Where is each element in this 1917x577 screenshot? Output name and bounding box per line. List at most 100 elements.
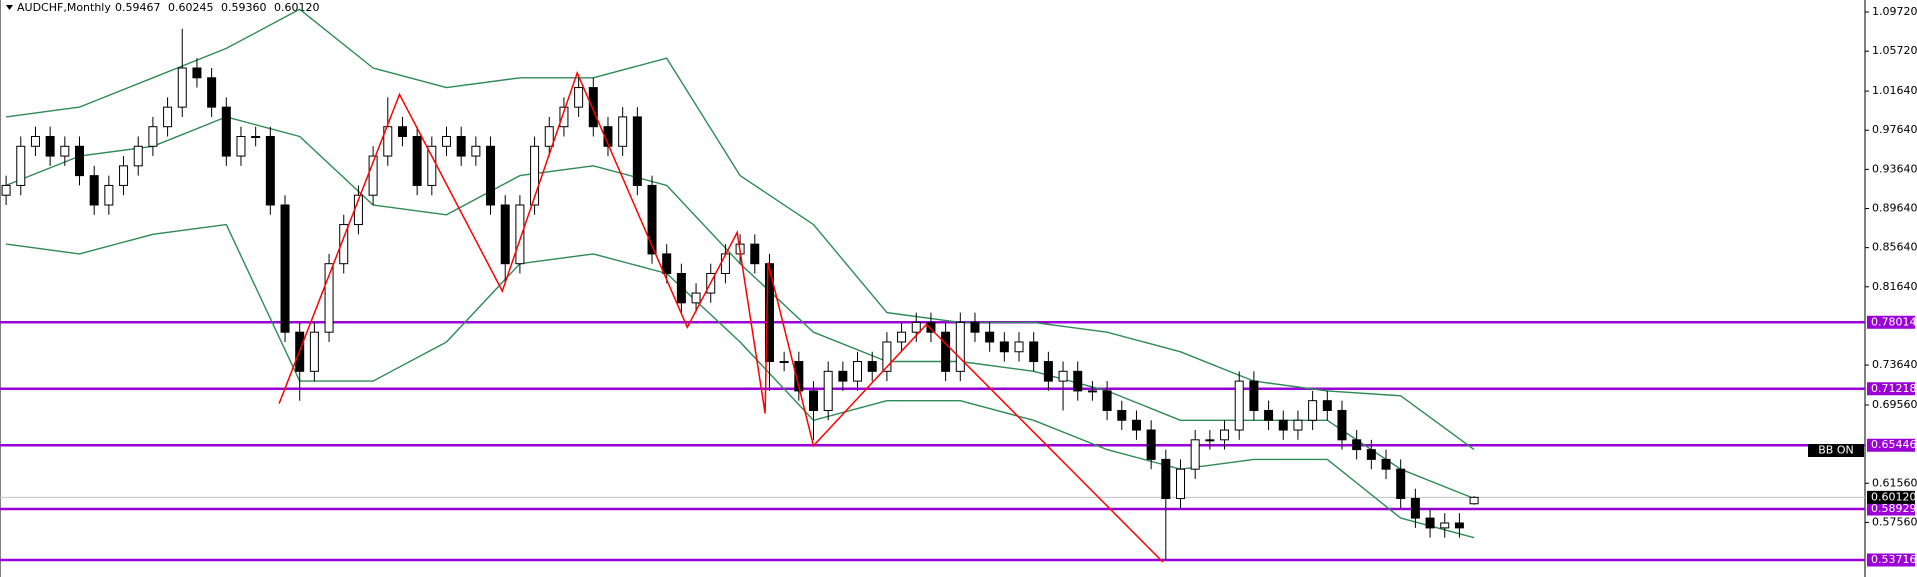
level-label-bg: [1867, 438, 1915, 452]
candle-body: [588, 87, 598, 128]
candle-body: [486, 145, 496, 206]
candle-body: [1029, 341, 1039, 363]
quote-value: 0.59467: [115, 1, 161, 14]
candle-body: [265, 135, 275, 206]
candle-body: [926, 321, 936, 333]
y-tick-label: 0.81640: [1872, 280, 1917, 293]
candle-body: [794, 361, 804, 392]
candle-body: [1, 184, 11, 196]
candle-body: [515, 204, 525, 265]
candle-body: [442, 135, 451, 147]
candle-body: [192, 67, 202, 79]
y-tick-label: 0.73640: [1872, 358, 1917, 371]
candle-body: [911, 321, 921, 333]
candle-body: [397, 126, 407, 137]
candle-body: [1117, 409, 1127, 421]
candle-body: [1293, 419, 1303, 431]
candle-body: [1337, 409, 1347, 441]
candle-body: [1366, 449, 1376, 460]
y-tick-label: 0.97640: [1872, 123, 1917, 136]
candle-body: [221, 106, 231, 157]
level-label-bg: [1867, 502, 1915, 516]
quote-value: 0.59360: [221, 1, 267, 14]
level-label-bg: [1867, 553, 1915, 567]
candle-body: [236, 135, 246, 157]
candle-body: [89, 175, 99, 206]
level-label: 0.78014: [1871, 315, 1917, 328]
level-label: 0.65446: [1871, 438, 1917, 451]
chart-title: AUDCHF,Monthly: [17, 1, 111, 14]
candle-body: [500, 204, 510, 265]
candle-body: [1131, 419, 1141, 431]
candle-body: [45, 135, 55, 157]
candle-body: [1264, 409, 1274, 421]
y-tick-label: 0.93640: [1872, 162, 1917, 175]
candle-body: [1205, 439, 1215, 442]
candle-body: [412, 135, 422, 186]
candle-body: [647, 184, 657, 255]
candle-body: [148, 126, 158, 147]
candle-body: [1102, 390, 1112, 411]
candle-body: [544, 126, 554, 147]
level-label: 0.53716: [1871, 553, 1917, 566]
level-label: 0.71218: [1871, 382, 1917, 395]
bollinger-upper: [6, 8, 1475, 451]
candle-body: [955, 321, 965, 372]
y-tick-label: 0.69560: [1872, 398, 1917, 411]
candle-body: [1190, 439, 1200, 470]
candle-body: [119, 165, 129, 186]
candle-body: [559, 106, 569, 128]
candle-body: [750, 243, 760, 265]
candle-body: [1249, 380, 1259, 411]
candle-body: [471, 145, 481, 157]
quote-value: 0.60120: [274, 1, 320, 14]
candle-body: [177, 67, 187, 108]
candle-body: [163, 106, 173, 128]
candle-body: [1220, 429, 1230, 441]
candle-body: [1234, 380, 1244, 431]
candle-body: [1043, 361, 1053, 382]
candle-body: [30, 135, 40, 147]
candle-body: [809, 390, 818, 411]
candle-body: [383, 126, 393, 157]
candle-body: [280, 204, 290, 333]
candle-body: [970, 321, 980, 333]
candle-body: [764, 263, 774, 363]
candle-body: [1176, 468, 1185, 500]
candle-body: [1278, 419, 1288, 431]
candle-body: [853, 361, 863, 382]
candle-body: [618, 116, 628, 147]
candle-body: [999, 341, 1009, 353]
candle-body: [985, 331, 995, 343]
zigzag: [278, 70, 1164, 563]
candle-body: [60, 145, 70, 157]
candle-body: [309, 331, 319, 372]
indicator-badge: [1808, 444, 1864, 457]
candle-body: [251, 135, 261, 138]
candle-body: [1161, 458, 1171, 500]
candle-body: [368, 155, 378, 196]
candle-body: [1308, 400, 1318, 421]
quote-value: 0.60245: [168, 1, 214, 14]
candle-body: [1073, 370, 1083, 392]
candle-body: [324, 263, 334, 333]
candle-body: [632, 116, 642, 186]
candle-body: [75, 145, 84, 177]
price-label: 0.60120: [1871, 490, 1917, 503]
candle-body: [691, 292, 701, 304]
price-label-bg: [1867, 490, 1915, 504]
candle-body: [339, 224, 349, 265]
candle-body: [574, 87, 584, 108]
candle-body: [104, 184, 114, 206]
candle-body: [1146, 429, 1156, 460]
candle-body: [207, 77, 217, 108]
y-tick-label: 1.09720: [1872, 5, 1917, 18]
level-label: 0.58929: [1871, 502, 1917, 515]
candle-body: [530, 145, 540, 206]
candle-body: [427, 145, 437, 186]
candle-body: [1322, 400, 1332, 411]
level-label-bg: [1867, 382, 1915, 396]
candle-body: [456, 135, 466, 157]
